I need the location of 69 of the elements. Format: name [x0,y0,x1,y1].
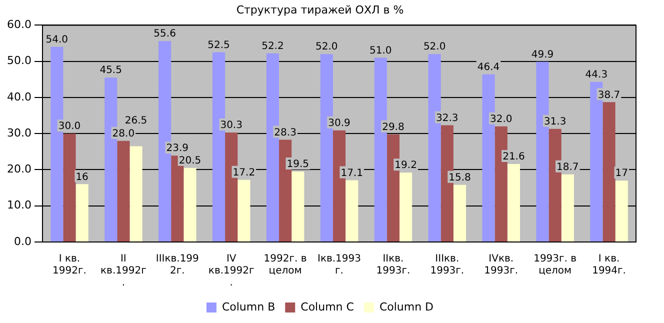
data-label: 45.5 [100,65,122,76]
bar [561,174,574,242]
x-tick-label: II кв.1992г. [100,254,146,289]
data-label: 17 [615,168,628,180]
data-label: 52.5 [208,40,230,51]
y-tick-label: 50.0 [6,54,32,68]
legend-label: Column B [222,300,276,314]
data-label: 30.0 [58,121,81,132]
x-tick-label: I кв. 1992г. [52,254,86,277]
data-label: 38.7 [598,90,620,101]
data-label: 55.6 [154,28,176,40]
data-label: 26.5 [124,115,148,126]
data-label: 49.9 [531,49,554,60]
data-label: 17.1 [340,168,363,179]
data-label: 32.3 [436,112,458,124]
data-label: 46.4 [477,62,500,73]
data-label: 19.2 [394,160,417,172]
x-tick-label: IVкв. 1993г. [484,254,518,277]
data-label: 52.0 [316,42,338,53]
data-label: 44.3 [585,70,608,81]
bar [76,184,88,242]
data-label: 17.2 [232,167,256,178]
bar [346,180,358,242]
bar [292,172,304,242]
data-label: 15.8 [448,172,471,184]
data-label: 30.3 [220,120,242,132]
x-tick-label: 1992г. в целом [264,254,307,277]
bar [238,180,250,242]
data-label: 28.0 [112,128,135,140]
chart-title: Структура тиражей ОХЛ в % [236,3,404,16]
y-tick-label: 20.0 [6,162,32,176]
data-label: 32.0 [490,114,512,125]
data-label: 31.3 [544,116,566,128]
bar [399,172,412,242]
data-label: 28.3 [274,127,296,138]
bar [453,184,466,242]
bar [615,180,628,242]
data-label: 51.0 [369,45,392,56]
x-tick-label: IIкв. 1993г. [376,254,410,277]
data-label: 52.2 [262,40,284,52]
bar [602,102,616,242]
y-tick-label: 30.0 [6,126,32,140]
data-label: 54.0 [46,34,68,46]
y-tick-label: 40.0 [6,90,32,104]
bar [63,134,76,242]
data-label: 23.9 [166,143,189,154]
x-tick-label: Iкв.1993 г. [317,254,362,277]
x-tick-label: IIIкв.1992г. [156,254,199,277]
data-label: 29.8 [382,122,404,133]
x-tick-label: IV кв.1992г. [208,254,254,289]
data-label: 52.0 [423,42,446,53]
x-tick-label: I кв. 1994г. [592,254,626,277]
legend-label: Column C [300,300,354,314]
data-label: 30.9 [328,118,350,129]
data-label: 21.6 [502,152,525,163]
data-label: 19.5 [286,159,310,170]
y-tick-label: 0.0 [14,234,32,248]
y-tick-label: 60.0 [6,18,32,32]
bar [507,164,520,242]
bar [130,146,142,242]
bar [184,168,196,242]
legend-label: Column D [379,300,434,314]
x-tick-label: 1993г. в целом [534,254,577,277]
data-label: 16 [76,172,88,183]
data-label: 18.7 [556,162,579,174]
x-tick-label: IIIкв. 1993г. [430,254,464,277]
y-tick-label: 10.0 [6,198,32,212]
data-label: 20.5 [178,156,202,167]
bar [117,140,130,242]
